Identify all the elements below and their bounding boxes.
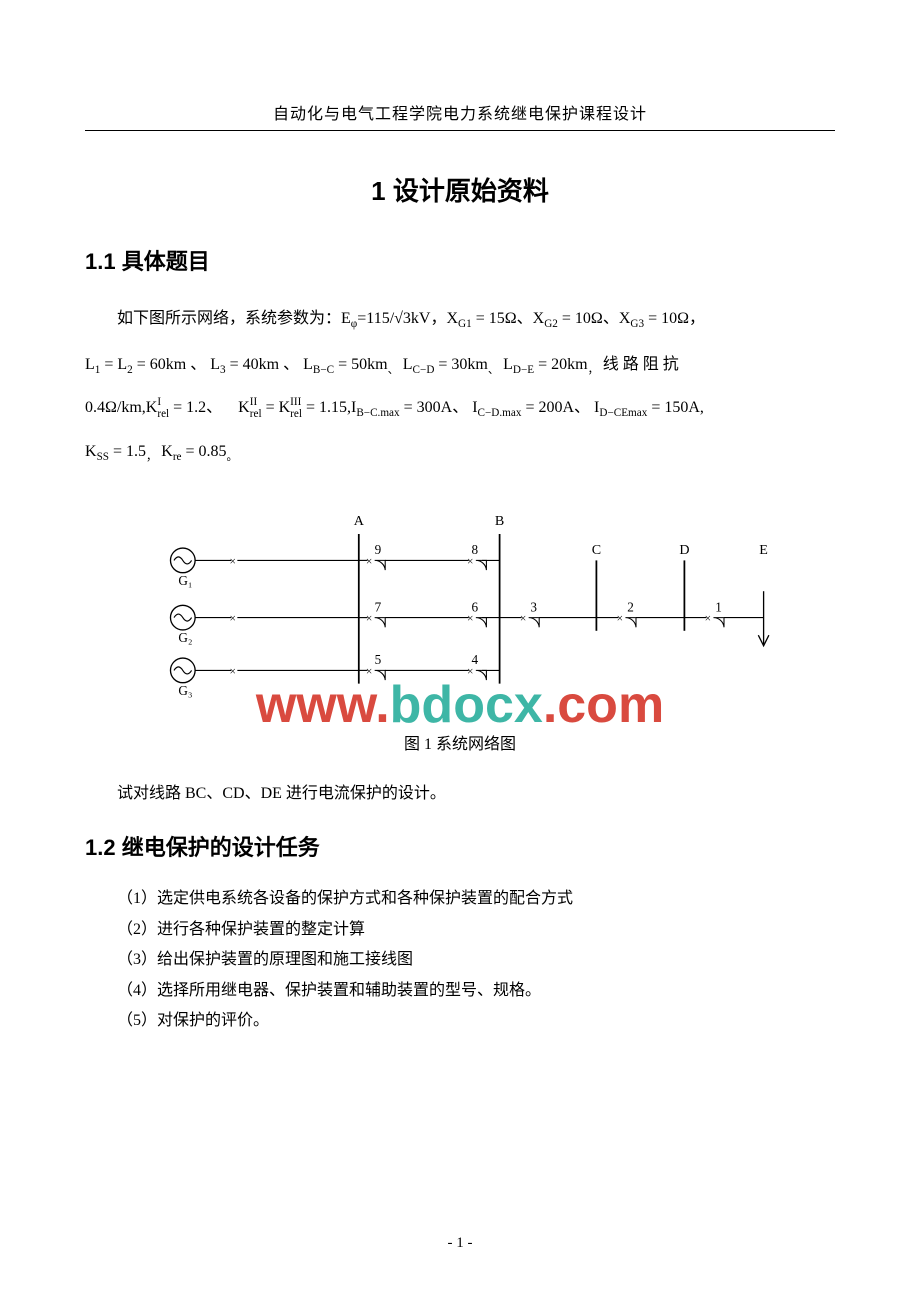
svg-text:9: 9: [375, 543, 382, 558]
generator-G1: × G₁: [170, 548, 358, 588]
svg-text:G₁: G₁: [178, 573, 192, 588]
network-svg: A B C D E × G₁ × G₂ × G₃: [130, 480, 790, 720]
svg-text:G₂: G₂: [178, 631, 192, 646]
line-9-8: × 9 × 8: [359, 543, 500, 571]
line-D-E: × 1: [684, 600, 763, 628]
svg-text:×: ×: [467, 556, 473, 568]
task-item-1: （1）选定供电系统各设备的保护方式和各种保护装置的配合方式: [85, 884, 835, 914]
formula-line-2: L1 = L2 = 60km 、 L3 = 40km 、 LB−C = 50km…: [85, 344, 835, 386]
formula-line-4: KSS = 1.5， Kre = 0.85。: [85, 431, 835, 473]
svg-text:6: 6: [471, 600, 478, 615]
formula-line-3: 0.4Ω/km,KIrel = 1.2、 KIIrel = KIIIrel = …: [85, 387, 835, 429]
task-item-4: （4）选择所用继电器、保护装置和辅助装置的型号、规格。: [85, 976, 835, 1006]
svg-text:×: ×: [366, 613, 372, 625]
section-1-1-title: 1.1 具体题目: [85, 244, 835, 276]
after-diagram-text: 试对线路 BC、CD、DE 进行电流保护的设计。: [85, 778, 835, 810]
svg-text:7: 7: [375, 600, 382, 615]
svg-text:×: ×: [229, 666, 235, 678]
svg-text:3: 3: [530, 600, 537, 615]
intro-paragraph: 如下图所示网络，系统参数为：Eφ=115/√3kV，XG1 = 15Ω、XG2 …: [85, 298, 835, 340]
line-C-D: × 2: [596, 600, 684, 628]
svg-text:×: ×: [617, 613, 623, 625]
label-C: C: [592, 543, 601, 559]
svg-text:×: ×: [520, 613, 526, 625]
chapter-title: 1 设计原始资料: [85, 171, 835, 208]
line-5-4: × 5 × 4: [359, 653, 500, 681]
section-1-2-title: 1.2 继电保护的设计任务: [85, 830, 835, 862]
line-7-6: × 7 × 6: [359, 600, 500, 628]
task-item-5: （5）对保护的评价。: [85, 1006, 835, 1036]
svg-text:5: 5: [375, 653, 382, 668]
task-item-2: （2）进行各种保护装置的整定计算: [85, 915, 835, 945]
label-B: B: [495, 514, 504, 530]
page-header: 自动化与电气工程学院电力系统继电保护课程设计: [85, 100, 835, 131]
svg-text:×: ×: [467, 613, 473, 625]
svg-text:G₃: G₃: [178, 683, 192, 698]
svg-text:×: ×: [229, 556, 235, 568]
page-number: - 1 -: [0, 1235, 920, 1252]
generator-G3: × G₃: [170, 658, 358, 698]
svg-text:×: ×: [705, 613, 711, 625]
svg-text:×: ×: [366, 666, 372, 678]
svg-text:×: ×: [467, 666, 473, 678]
svg-text:×: ×: [366, 556, 372, 568]
svg-text:4: 4: [471, 653, 478, 668]
svg-text:2: 2: [627, 600, 634, 615]
system-network-diagram: A B C D E × G₁ × G₂ × G₃: [85, 480, 835, 720]
svg-text:1: 1: [715, 600, 722, 615]
generator-G2: × G₂: [170, 606, 358, 646]
label-D: D: [679, 543, 689, 559]
line-B-C: × 3: [500, 600, 597, 628]
task-item-3: （3）给出保护装置的原理图和施工接线图: [85, 945, 835, 975]
label-E: E: [759, 543, 768, 559]
intro-prefix: 如下图所示网络，系统参数为：: [117, 310, 341, 327]
label-A: A: [354, 514, 365, 530]
diagram-caption: 图 1 系统网络图: [85, 730, 835, 754]
svg-text:×: ×: [229, 613, 235, 625]
svg-text:8: 8: [471, 543, 478, 558]
